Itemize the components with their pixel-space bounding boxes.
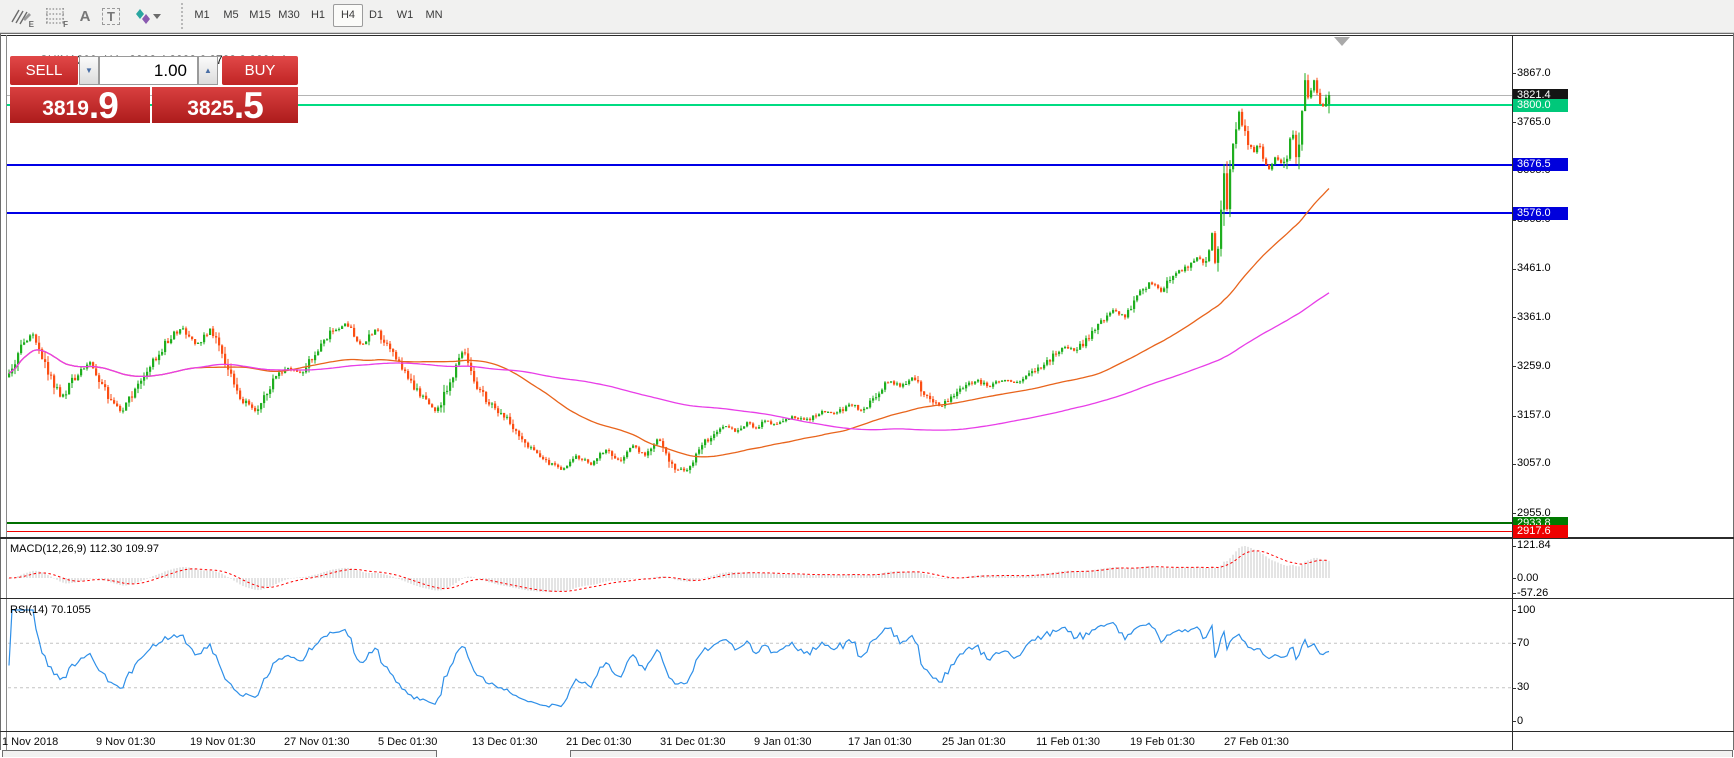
price-tick-mark	[1512, 219, 1516, 221]
price-axis-border	[1512, 35, 1513, 750]
price-badge: 2917.6	[1513, 524, 1568, 538]
window-border-left	[0, 33, 1, 758]
price-level-line[interactable]	[7, 163, 1512, 166]
ask-price-display[interactable]: 3825.5	[152, 87, 298, 124]
icon-sub-label: F	[63, 20, 68, 29]
rsi-pane-separator	[0, 598, 1734, 599]
pane-border-left	[6, 35, 7, 750]
rsi-tick-label: 70	[1517, 636, 1530, 649]
icon-sub-label: E	[28, 20, 34, 29]
scrollbar-segment[interactable]	[2, 750, 437, 757]
one-click-trading-panel: SELL ▼ ▲ BUY 3819.9 3825.5	[10, 56, 298, 124]
macd-tick-mark	[1512, 545, 1516, 547]
macd-tick-mark	[1512, 593, 1516, 595]
volume-decrease-button[interactable]: ▼	[79, 56, 99, 85]
rsi-tick-mark	[1512, 610, 1516, 611]
rsi-tick-mark	[1512, 643, 1516, 645]
price-tick-label: 3867.0	[1517, 66, 1551, 79]
buy-button[interactable]: BUY	[222, 56, 298, 85]
time-axis-label: 9 Jan 01:30	[754, 736, 812, 748]
time-axis-label: 31 Dec 01:30	[660, 736, 726, 748]
price-tick-mark	[1512, 513, 1516, 514]
macd-tick-label: -57.26	[1517, 586, 1549, 599]
timeframe-h1-button[interactable]: H1	[310, 9, 326, 21]
time-axis-label: 13 Dec 01:30	[472, 736, 538, 748]
window-border-top	[0, 33, 1734, 34]
chart-border-top	[0, 35, 1734, 36]
price-tick-label: 3259.0	[1517, 359, 1551, 372]
timeframe-d1-button[interactable]: D1	[368, 9, 384, 21]
price-badge: 3576.0	[1513, 206, 1568, 220]
macd-pane-separator	[0, 537, 1734, 539]
rsi-tick-mark	[1512, 687, 1516, 689]
timeframe-m15-button[interactable]: M15	[249, 9, 271, 21]
time-axis-label: 9 Nov 01:30	[96, 736, 156, 748]
time-axis-label: 17 Jan 01:30	[848, 736, 912, 748]
arrows-objects-icon[interactable]	[130, 4, 164, 28]
price-tick-mark	[1512, 415, 1516, 417]
time-axis-label: 25 Jan 01:30	[942, 736, 1006, 748]
indicators-pencil-icon[interactable]: E	[8, 4, 34, 29]
price-tick-mark	[1512, 317, 1516, 319]
price-level-line[interactable]	[7, 522, 1512, 525]
time-axis-separator	[0, 731, 1734, 732]
grid-fibonacci-icon[interactable]: F	[42, 4, 68, 29]
timeframe-w1-button[interactable]: W1	[396, 9, 414, 21]
macd-tick-mark	[1512, 578, 1516, 579]
time-axis-label: 27 Feb 01:30	[1224, 736, 1289, 748]
price-tick-mark	[1512, 463, 1516, 465]
rsi-tick-label: 100	[1517, 603, 1536, 616]
rsi-tick-mark	[1512, 721, 1516, 722]
timeframe-h4-button[interactable]: H4	[333, 4, 363, 27]
time-axis-label: 5 Dec 01:30	[378, 736, 438, 748]
bottom-scrollbar	[0, 750, 1734, 758]
rsi-label: RSI(14) 70.1055	[10, 604, 91, 616]
text-annotation-icon[interactable]: A	[79, 7, 91, 25]
timeframe-m1-button[interactable]: M1	[194, 9, 210, 21]
time-axis-label: 19 Nov 01:30	[190, 736, 256, 748]
macd-label: MACD(12,26,9) 112.30 109.97	[10, 543, 159, 555]
price-tick-mark	[1512, 122, 1516, 124]
price-tick-label: 3361.0	[1517, 310, 1551, 323]
price-tick-label: 3157.0	[1517, 409, 1551, 422]
rsi-tick-label: 30	[1517, 681, 1530, 694]
price-level-line[interactable]	[7, 94, 1512, 96]
bid-price-display[interactable]: 3819.9	[10, 87, 150, 124]
macd-tick-label: 121.84	[1517, 539, 1551, 552]
time-axis-label: 1 Nov 2018	[2, 736, 59, 748]
toolbar: E F A T M1 M5 M15 M30 H1 H4 D1 W1 MN	[0, 0, 1734, 33]
scrollbar-thumb[interactable]	[570, 750, 1733, 757]
price-tick-label: 2955.0	[1517, 506, 1551, 519]
time-axis-label: 27 Nov 01:30	[284, 736, 350, 748]
volume-input[interactable]	[99, 56, 198, 85]
text-box-icon[interactable]: T	[98, 4, 124, 28]
macd-tick-label: 0.00	[1517, 571, 1539, 584]
price-level-line[interactable]	[7, 104, 1512, 107]
timeframe-mn-button[interactable]: MN	[425, 9, 443, 21]
price-tick-mark	[1512, 73, 1516, 74]
timeframe-m5-button[interactable]: M5	[223, 9, 239, 21]
price-badge: 3676.5	[1513, 158, 1568, 172]
rsi-tick-label: 0	[1517, 714, 1524, 727]
price-badge: 3800.0	[1513, 98, 1568, 112]
time-axis-label: 11 Feb 01:30	[1036, 736, 1101, 748]
time-axis-label: 19 Feb 01:30	[1130, 736, 1195, 748]
price-tick-mark	[1512, 366, 1516, 368]
chart-shift-marker-icon[interactable]	[1334, 37, 1350, 46]
price-tick-label: 3461.0	[1517, 262, 1551, 275]
price-level-line[interactable]	[7, 212, 1512, 215]
price-tick-mark	[1512, 268, 1516, 270]
volume-increase-button[interactable]: ▲	[198, 56, 218, 85]
price-level-line[interactable]	[7, 530, 1512, 532]
price-tick-label: 3765.0	[1517, 115, 1551, 128]
toolbar-separator	[181, 3, 183, 29]
timeframe-m30-button[interactable]: M30	[278, 9, 300, 21]
price-badge: 3821.4	[1513, 88, 1568, 102]
time-axis-label: 21 Dec 01:30	[566, 736, 632, 748]
sell-button[interactable]: SELL	[10, 56, 78, 85]
price-tick-label: 3057.0	[1517, 457, 1551, 470]
